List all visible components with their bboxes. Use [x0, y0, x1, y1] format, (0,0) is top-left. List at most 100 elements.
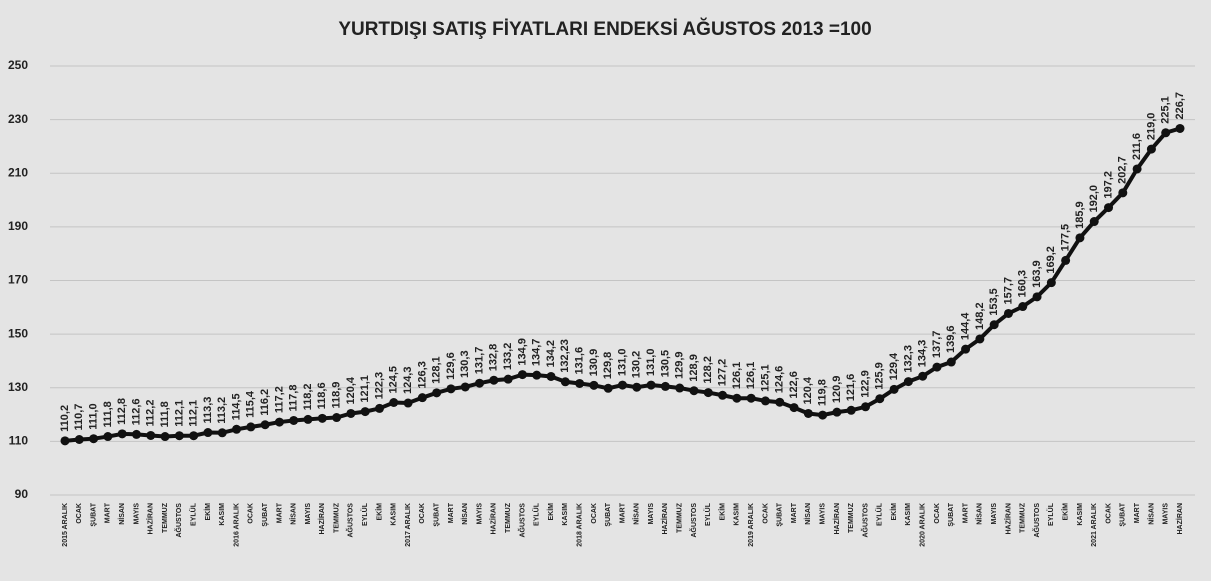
data-label: 126,1 — [731, 362, 743, 390]
x-tick-label: OCAK — [762, 503, 769, 524]
data-label: 112,1 — [173, 400, 185, 427]
data-label: 134,9 — [516, 338, 528, 366]
point — [475, 378, 485, 388]
data-label: 137,7 — [931, 331, 943, 359]
x-tick-label: MART — [105, 502, 112, 523]
data-label: 120,4 — [802, 376, 814, 404]
point — [517, 370, 527, 380]
point — [961, 344, 971, 354]
x-tick-label: OCAK — [76, 503, 83, 524]
data-label: 111,8 — [159, 401, 171, 427]
data-label: 134,3 — [917, 340, 929, 368]
y-tick-label: 90 — [15, 487, 29, 501]
x-tick-label: MAYIS — [991, 503, 998, 525]
data-label: 111,8 — [102, 401, 114, 427]
x-tick-label: AĞUSTOS — [346, 503, 355, 538]
point — [417, 393, 427, 403]
x-tick-label: KASIM — [391, 503, 398, 526]
x-tick-label: EYLÜL — [360, 502, 369, 526]
y-tick-label: 250 — [8, 58, 28, 72]
point — [74, 434, 84, 444]
x-tick-label: ŞUBAT — [948, 502, 955, 526]
x-tick-label: EYLÜL — [188, 502, 197, 526]
point — [389, 397, 399, 407]
x-tick-label: 2021 ARALIK — [1091, 503, 1098, 547]
x-tick-label: TEMMUZ — [505, 502, 512, 533]
x-tick-label: KASIM — [734, 503, 741, 526]
data-label: 118,6 — [316, 382, 328, 409]
data-label: 114,5 — [230, 393, 242, 420]
point — [432, 388, 442, 398]
x-tick-label: HAZİRAN — [490, 503, 498, 534]
data-label: 128,2 — [702, 356, 714, 384]
point — [460, 382, 470, 392]
data-label: 128,1 — [431, 356, 443, 384]
x-tick-label: MAYIS — [1163, 503, 1170, 525]
x-tick-label: ŞUBAT — [90, 502, 97, 526]
data-label: 129,9 — [674, 351, 686, 379]
point — [1132, 164, 1142, 174]
data-label: 225,1 — [1160, 96, 1172, 124]
data-label: 211,6 — [1131, 133, 1143, 160]
data-label: 160,3 — [1017, 270, 1029, 298]
data-label: 185,9 — [1074, 201, 1086, 229]
point — [332, 413, 342, 423]
x-tick-label: 2015 ARALIK — [62, 503, 69, 547]
data-label: 133,2 — [502, 343, 514, 371]
point — [403, 398, 413, 408]
data-label: 139,6 — [945, 325, 957, 353]
x-tick-label: NİSAN — [461, 503, 469, 525]
point — [975, 334, 985, 344]
point — [832, 407, 842, 417]
x-tick-label: ŞUBAT — [777, 502, 784, 526]
x-tick-label: HAZİRAN — [833, 503, 841, 535]
point — [932, 362, 942, 372]
y-tick-label: 190 — [8, 219, 28, 233]
point — [875, 394, 885, 404]
point — [1003, 308, 1013, 318]
point — [1075, 233, 1085, 243]
point — [1018, 302, 1028, 312]
point — [374, 403, 384, 413]
x-tick-label: EKİM — [1061, 503, 1069, 521]
point — [1061, 255, 1071, 265]
point — [1089, 217, 1099, 227]
point — [232, 424, 242, 434]
x-tick-label: EYLÜL — [1046, 502, 1055, 526]
point — [1175, 123, 1185, 133]
data-label: 112,8 — [116, 398, 128, 425]
x-tick-label: EKİM — [204, 503, 212, 521]
point — [889, 384, 899, 394]
x-tick-label: NİSAN — [976, 503, 984, 525]
point — [1161, 128, 1171, 138]
x-tick-label: 2020 ARALIK — [920, 503, 927, 547]
x-tick-label: NİSAN — [1147, 503, 1155, 525]
data-label: 118,9 — [331, 382, 343, 409]
x-tick-label: 2019 ARALIK — [748, 503, 755, 547]
point — [918, 371, 928, 381]
point — [446, 384, 456, 394]
data-label: 130,5 — [659, 350, 671, 378]
point — [89, 434, 99, 444]
x-tick-label: OCAK — [419, 503, 426, 524]
data-label: 131,0 — [616, 349, 628, 377]
data-label: 125,9 — [874, 362, 886, 390]
x-tick-label: OCAK — [934, 503, 941, 524]
point — [246, 422, 256, 432]
x-tick-label: KASIM — [1077, 503, 1084, 526]
data-label: 112,6 — [130, 398, 142, 425]
data-label: 153,5 — [988, 288, 1000, 316]
point — [503, 374, 513, 384]
data-label: 226,7 — [1174, 92, 1186, 120]
data-label: 126,3 — [416, 361, 428, 389]
data-label: 132,23 — [559, 339, 571, 373]
data-label: 131,6 — [574, 347, 586, 375]
x-tick-label: OCAK — [1105, 503, 1112, 524]
data-label: 130,2 — [631, 351, 643, 379]
x-tick-label: MART — [619, 502, 626, 523]
point — [260, 420, 270, 430]
data-label: 124,6 — [774, 366, 786, 394]
point — [317, 413, 327, 423]
x-tick-label: HAZİRAN — [1004, 503, 1012, 535]
